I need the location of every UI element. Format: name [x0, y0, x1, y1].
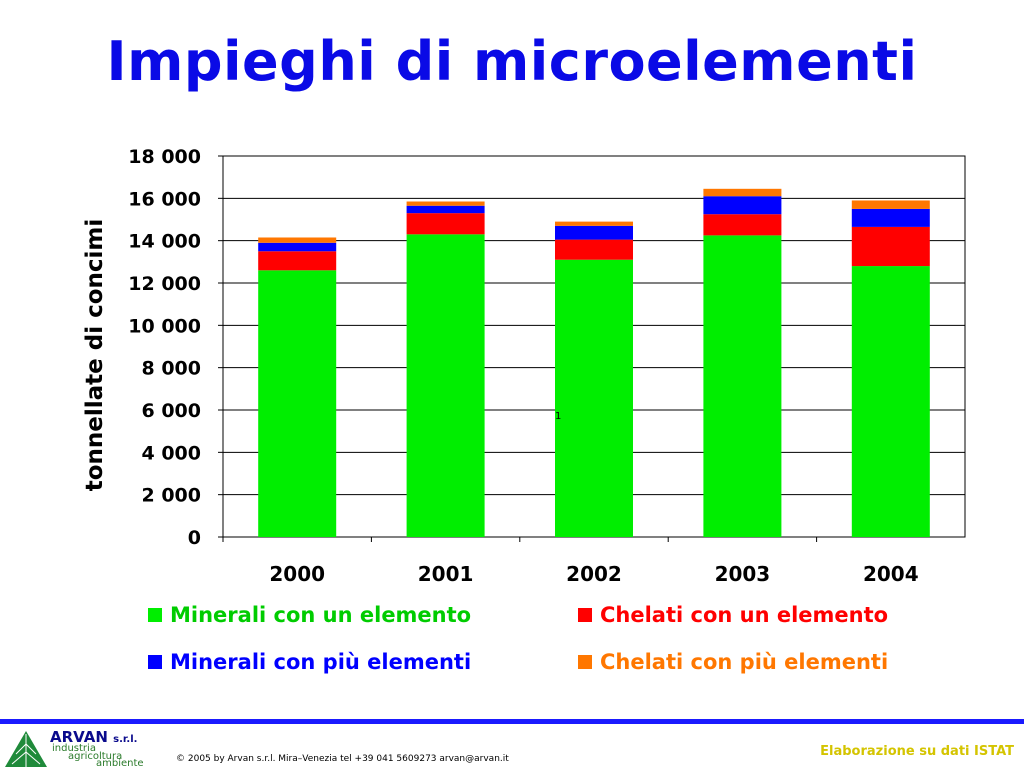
page-title: Impieghi di microelementi — [106, 30, 918, 93]
legend-item-minerali-un: Minerali con un elemento — [148, 603, 471, 627]
legend-label: Chelati con un elemento — [600, 603, 889, 627]
logo-name: ARVAN s.r.l. — [50, 728, 138, 746]
bar-segment-2000-s3 — [258, 237, 337, 243]
x-tick-label: 2004 — [863, 562, 919, 586]
stacked-bar-chart: 0 2 000 4 000 6 000 8 000 10 000 12 000 14 000 1… — [128, 146, 966, 586]
bar-segment-2001-s1 — [406, 213, 485, 235]
logo-line-agricoltura: agricoltura — [68, 751, 123, 762]
legend-swatch — [578, 655, 592, 669]
bar-segment-2002-s2 — [555, 225, 633, 240]
bar-segment-2001-s2 — [406, 205, 485, 214]
source-note: Elaborazione su dati ISTAT — [820, 744, 1014, 759]
arvan-logo: ARVAN s.r.l. industria agricoltura ambie… — [0, 726, 160, 769]
y-tick-label: 16 000 — [128, 188, 201, 210]
x-tick-label: 2003 — [715, 562, 771, 586]
y-tick-label: 6 000 — [142, 400, 202, 422]
y-tick-label: 2 000 — [142, 485, 202, 507]
bar-segment-2002-s0 — [555, 259, 633, 537]
y-tick-label: 0 — [188, 527, 201, 549]
bar-segment-2001-s3 — [406, 201, 485, 206]
legend-swatch — [148, 608, 162, 622]
bar-segment-2003-s1 — [703, 214, 782, 236]
bar-segment-2002-s1 — [555, 239, 633, 260]
legend-item-chelati-un: Chelati con un elemento — [578, 603, 888, 627]
bar-segment-2002-s3 — [555, 221, 633, 226]
bar-segment-2003-s0 — [703, 235, 782, 537]
legend-item-minerali-piu: Minerali con più elementi — [148, 650, 471, 674]
footer-divider — [0, 719, 1024, 724]
bar-segment-2001-s0 — [406, 234, 485, 538]
bar-segment-2004-s0 — [851, 266, 930, 537]
bar-segment-2004-s2 — [851, 208, 930, 227]
y-tick-label: 8 000 — [142, 358, 202, 380]
copyright-text: © 2005 by Arvan s.r.l. Mira–Venezia tel … — [176, 754, 509, 764]
y-tick-label: 10 000 — [128, 315, 201, 337]
bar-segment-2004-s3 — [851, 200, 930, 209]
y-tick-label: 4 000 — [142, 442, 202, 464]
bar-segment-2000-s1 — [258, 251, 337, 271]
legend-swatch — [578, 608, 592, 622]
legend-swatch — [148, 655, 162, 669]
legend-label: Minerali con più elementi — [170, 650, 472, 674]
stray-label: 1 — [555, 411, 562, 422]
x-tick-label: 2001 — [418, 562, 474, 586]
bar-segment-2003-s2 — [703, 196, 782, 215]
y-tick-label: 18 000 — [128, 146, 201, 168]
x-tick-label: 2002 — [566, 562, 622, 586]
leaf-logo-icon — [5, 731, 47, 767]
logo-line-industria: industria — [52, 743, 96, 754]
bar-segment-2000-s0 — [258, 270, 337, 537]
y-axis-label: tonnellate di concimi — [82, 218, 108, 492]
x-tick-label: 2000 — [269, 562, 325, 586]
legend-label: Minerali con un elemento — [170, 603, 472, 627]
bar-segment-2004-s1 — [851, 226, 930, 267]
bar-segment-2003-s3 — [703, 188, 782, 197]
y-tick-label: 14 000 — [128, 231, 201, 253]
legend-item-chelati-piu: Chelati con più elementi — [578, 650, 888, 674]
logo-line-ambiente: ambiente — [96, 758, 144, 769]
y-tick-label: 12 000 — [128, 273, 201, 295]
legend-label: Chelati con più elementi — [600, 650, 889, 674]
bar-segment-2000-s2 — [258, 242, 337, 252]
